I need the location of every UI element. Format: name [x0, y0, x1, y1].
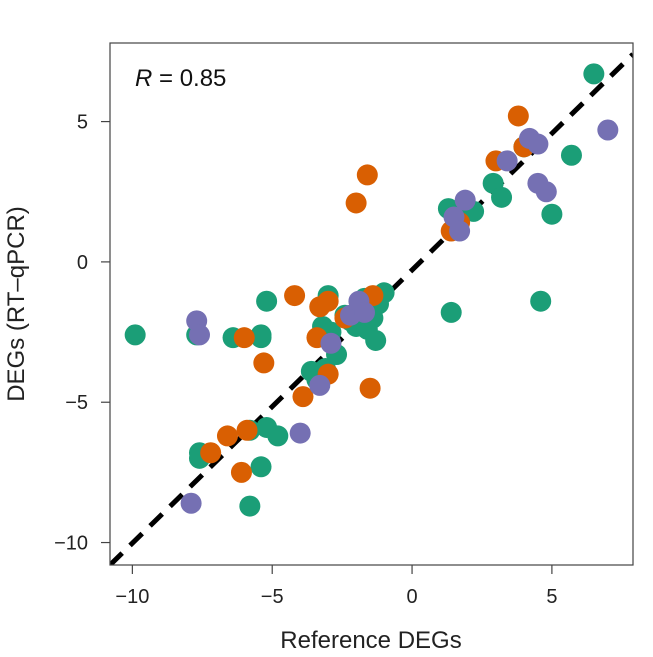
data-point-series-1: [365, 329, 387, 351]
data-point-series-2: [356, 164, 378, 186]
data-point-series-2: [236, 419, 258, 441]
data-point-series-2: [233, 327, 255, 349]
y-tick-label: 5: [77, 112, 88, 134]
data-point-series-1: [560, 144, 582, 166]
y-tick-label: −10: [54, 533, 88, 555]
data-point-series-3: [449, 220, 471, 242]
correlation-annotation: R = 0.85: [135, 65, 226, 92]
data-point-series-3: [180, 492, 202, 514]
data-point-series-2: [359, 377, 381, 399]
data-point-series-2: [317, 290, 339, 312]
x-axis-label: Reference DEGs: [280, 627, 461, 654]
data-point-series-1: [491, 186, 513, 208]
data-point-series-3: [597, 119, 619, 141]
data-point-series-2: [230, 461, 252, 483]
data-point-series-3: [289, 422, 311, 444]
data-point-series-3: [535, 181, 557, 203]
data-point-series-1: [440, 301, 462, 323]
data-point-series-1: [239, 495, 261, 517]
data-point-series-1: [250, 456, 272, 478]
data-point-series-3: [188, 324, 210, 346]
data-point-series-3: [309, 374, 331, 396]
data-point-series-3: [527, 133, 549, 155]
y-tick-label: 0: [77, 252, 88, 274]
data-point-series-3: [354, 301, 376, 323]
plot-frame: [109, 42, 634, 566]
data-point-series-1: [256, 290, 278, 312]
data-point-series-2: [253, 352, 275, 374]
data-point-series-2: [284, 285, 306, 307]
data-point-series-2: [292, 386, 314, 408]
data-point-series-3: [320, 332, 342, 354]
data-point-series-1: [530, 290, 552, 312]
data-point-series-2: [345, 192, 367, 214]
data-point-series-1: [267, 425, 289, 447]
y-tick-label: −5: [65, 392, 88, 414]
x-tick-label: −5: [261, 586, 284, 608]
data-point-series-1: [250, 327, 272, 349]
data-point-series-2: [507, 105, 529, 127]
x-tick-label: 0: [406, 586, 417, 608]
data-point-series-2: [200, 442, 222, 464]
correlation-value: = 0.85: [152, 65, 226, 92]
data-point-series-1: [124, 324, 146, 346]
data-point-series-1: [583, 63, 605, 85]
data-point-series-3: [496, 150, 518, 172]
data-point-series-3: [454, 189, 476, 211]
correlation-symbol: R: [135, 65, 152, 92]
x-tick-label: −10: [115, 586, 149, 608]
x-tick-label: 5: [546, 586, 557, 608]
y-axis-label: DEGs (RT–qPCR): [3, 206, 30, 402]
data-point-series-1: [541, 203, 563, 225]
data-point-series-2: [216, 425, 238, 447]
